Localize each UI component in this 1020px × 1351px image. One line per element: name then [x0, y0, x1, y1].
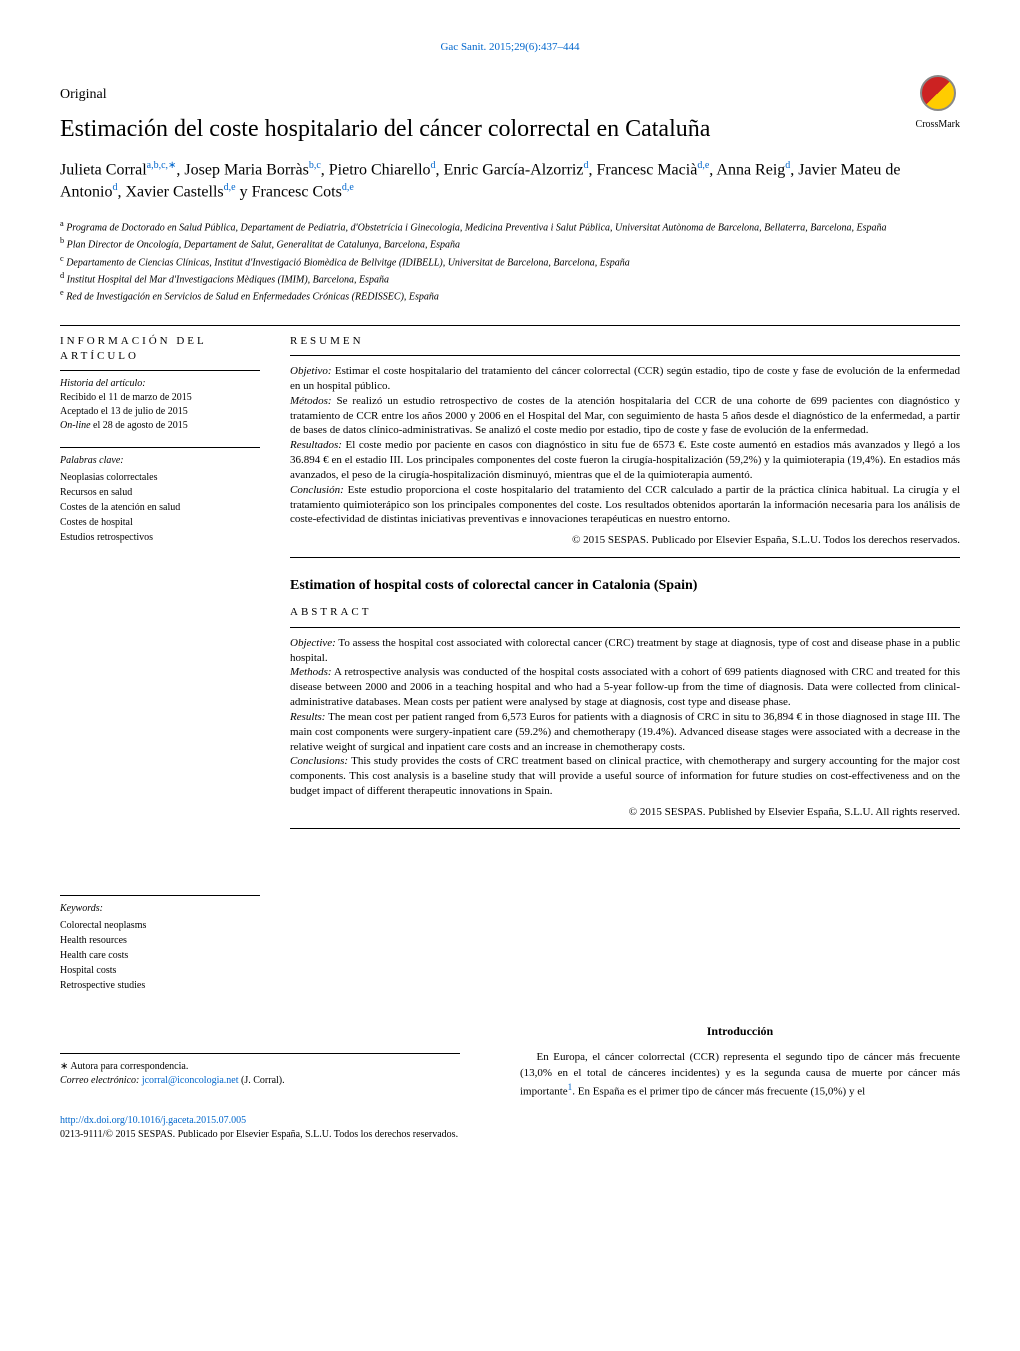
intro-text: En Europa, el cáncer colorrectal (CCR) r…	[520, 1050, 960, 1100]
intro-heading: Introducción	[520, 1023, 960, 1040]
affiliation-line: d Institut Hospital del Mar d'Investigac…	[60, 270, 960, 287]
affiliation-line: a Programa de Doctorado en Salud Pública…	[60, 218, 960, 235]
footer-copyright: 0213-9111/© 2015 SESPAS. Publicado por E…	[60, 1128, 960, 1142]
keywords-en-label: Keywords:	[60, 902, 260, 916]
article-title: Estimación del coste hospitalario del cá…	[60, 113, 780, 147]
conclusion-text: Este estudio proporciona el coste hospit…	[290, 484, 960, 526]
divider	[290, 627, 960, 628]
metodos-text: Se realizó un estudio retrospectivo de c…	[290, 395, 960, 437]
keyword-item: Health care costs	[60, 948, 260, 963]
objetivo-text: Estimar el coste hospitalario del tratam…	[290, 365, 960, 392]
divider	[290, 557, 960, 558]
keywords-es-label: Palabras clave:	[60, 454, 260, 468]
history-line: Aceptado el 13 de julio de 2015	[60, 405, 260, 419]
abstract-layout: información del artículo Historia del ar…	[60, 334, 960, 994]
divider	[290, 828, 960, 829]
email-link[interactable]: jcorral@iconcologia.net	[142, 1075, 239, 1086]
affiliations: a Programa de Doctorado en Salud Pública…	[60, 218, 960, 305]
info-header: información del artículo	[60, 334, 260, 365]
divider	[60, 895, 260, 896]
copyright-es: © 2015 SESPAS. Publicado por Elsevier Es…	[290, 533, 960, 548]
history-label: Historia del artículo:	[60, 377, 260, 391]
doi-link[interactable]: http://dx.doi.org/10.1016/j.gaceta.2015.…	[60, 1114, 960, 1128]
article-history: Historia del artículo: Recibido el 11 de…	[60, 377, 260, 433]
divider	[60, 370, 260, 371]
methods-label: Methods:	[290, 666, 332, 678]
resumen-block: resumen Objetivo: Estimar el coste hospi…	[290, 334, 960, 549]
email-name: (J. Corral).	[241, 1075, 285, 1086]
keyword-item: Recursos en salud	[60, 485, 260, 500]
affiliation-line: c Departamento de Ciencias Clínicas, Ins…	[60, 253, 960, 270]
header-row: CrossMark Original Estimación del coste …	[60, 85, 960, 158]
objetivo-label: Objetivo:	[290, 365, 332, 377]
email-line: Correo electrónico: jcorral@iconcologia.…	[60, 1074, 460, 1088]
divider	[60, 447, 260, 448]
conclusion-label: Conclusión:	[290, 484, 344, 496]
english-title: Estimation of hospital costs of colorect…	[290, 576, 960, 596]
results-label: Results:	[290, 711, 325, 723]
article-info-column: información del artículo Historia del ar…	[60, 334, 260, 994]
keyword-item: Costes de hospital	[60, 515, 260, 530]
conclusions-label: Conclusions:	[290, 755, 348, 767]
crossmark-label: CrossMark	[916, 118, 960, 132]
crossmark-icon	[920, 75, 956, 111]
email-label: Correo electrónico:	[60, 1075, 139, 1086]
resultados-label: Resultados:	[290, 439, 342, 451]
article-type: Original	[60, 85, 960, 105]
history-line: On-line el 28 de agosto de 2015	[60, 419, 260, 433]
abstract-header: abstract	[290, 605, 960, 620]
resumen-header: resumen	[290, 334, 960, 349]
abstract-block: abstract Objective: To assess the hospit…	[290, 605, 960, 820]
divider	[60, 325, 960, 326]
keyword-item: Hospital costs	[60, 963, 260, 978]
keyword-item: Estudios retrospectivos	[60, 530, 260, 545]
copyright-en: © 2015 SESPAS. Published by Elsevier Esp…	[290, 805, 960, 820]
abstract-column: resumen Objetivo: Estimar el coste hospi…	[290, 334, 960, 994]
conclusions-text: This study provides the costs of CRC tre…	[290, 755, 960, 797]
corresponding-note: ∗ Autora para correspondencia.	[60, 1060, 460, 1074]
keywords-en-block: Keywords: Colorectal neoplasmsHealth res…	[60, 895, 260, 993]
affiliation-line: e Red de Investigación en Servicios de S…	[60, 287, 960, 304]
keyword-item: Colorectal neoplasms	[60, 918, 260, 933]
methods-text: A retrospective analysis was conducted o…	[290, 666, 960, 708]
metodos-label: Métodos:	[290, 395, 332, 407]
corresponding-author-block: ∗ Autora para correspondencia. Correo el…	[60, 1023, 480, 1100]
keyword-item: Neoplasias colorrectales	[60, 470, 260, 485]
results-text: The mean cost per patient ranged from 6,…	[290, 711, 960, 753]
abstract-text: Objective: To assess the hospital cost a…	[290, 636, 960, 799]
affiliation-line: b Plan Director de Oncología, Departamen…	[60, 235, 960, 252]
resultados-text: El coste medio por paciente en casos con…	[290, 439, 960, 481]
keyword-item: Costes de la atención en salud	[60, 500, 260, 515]
history-line: Recibido el 11 de marzo de 2015	[60, 391, 260, 405]
crossmark-badge[interactable]: CrossMark	[916, 75, 960, 132]
bottom-section: ∗ Autora para correspondencia. Correo el…	[60, 1023, 960, 1100]
keyword-item: Retrospective studies	[60, 978, 260, 993]
introduction-block: Introducción En Europa, el cáncer colorr…	[520, 1023, 960, 1100]
authors-list: Julieta Corrala,b,c,∗, Josep Maria Borrà…	[60, 159, 960, 204]
journal-reference: Gac Sanit. 2015;29(6):437–444	[60, 40, 960, 55]
divider	[290, 355, 960, 356]
keyword-item: Health resources	[60, 933, 260, 948]
resumen-text: Objetivo: Estimar el coste hospitalario …	[290, 364, 960, 527]
keywords-es-block: Palabras clave: Neoplasias colorrectales…	[60, 454, 260, 545]
objective-label: Objective:	[290, 637, 336, 649]
objective-text: To assess the hospital cost associated w…	[290, 637, 960, 664]
